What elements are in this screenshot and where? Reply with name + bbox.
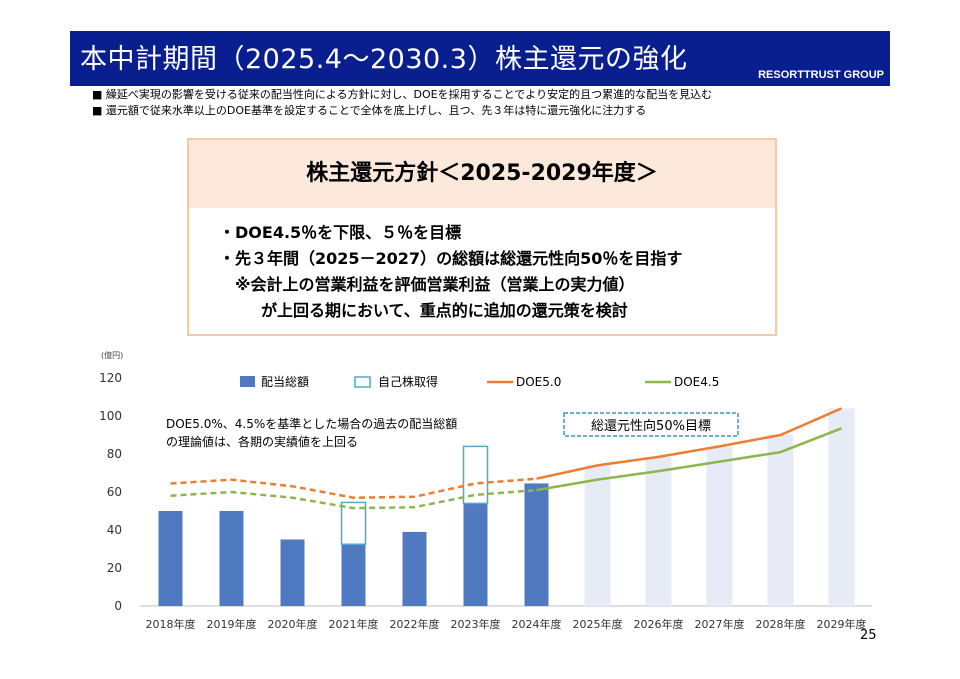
y-tick-label: 40 <box>107 523 122 537</box>
forecast-band <box>645 456 672 606</box>
annotation-line: DOE5.0%、4.5%を基準とした場合の過去の配当総額 <box>166 416 457 431</box>
y-tick-label: 120 <box>99 371 122 385</box>
page-title: 本中計期間（2025.4～2030.3）株主還元の強化 <box>80 44 688 75</box>
x-tick-label: 2028年度 <box>756 617 806 631</box>
annotation-line: の理論値は、各期の実績値を上回る <box>166 434 358 449</box>
x-tick-label: 2018年度 <box>146 617 196 631</box>
target-label: 総還元性向50%目標 <box>591 418 711 434</box>
line-doe50-dashed <box>170 477 537 499</box>
x-tick-label: 2027年度 <box>695 617 745 631</box>
y-tick-label: 0 <box>114 599 122 613</box>
x-tick-label: 2026年度 <box>634 617 684 631</box>
legend-label-dividend: 配当総額 <box>261 375 309 389</box>
policy-line: ・DOE4.5％を下限、５％を目標 <box>219 223 462 242</box>
target-box <box>563 412 739 437</box>
x-tick-label: 2021年度 <box>329 617 379 631</box>
bar-dividend <box>158 511 183 606</box>
bar-dividend <box>341 544 366 606</box>
policy-box: 株主還元方針＜2025-2029年度＞ ・DOE4.5％を下限、５％を目標 ・先… <box>187 138 777 336</box>
line-doe45-dashed <box>170 488 537 510</box>
forecast-band <box>584 465 611 606</box>
policy-line: ・先３年間（2025－2027）の総額は総還元性向50％を目指す <box>219 249 683 268</box>
y-tick-label: 60 <box>107 485 122 499</box>
bar-dividend <box>219 511 244 606</box>
forecast-band <box>767 435 794 606</box>
x-tick-label: 2019年度 <box>207 617 257 631</box>
bullet-item: ■ 還元額で従来水準以上のDOE基準を設定することで全体を底上げし、且つ、先３年… <box>92 104 647 117</box>
policy-line: ※会計上の営業利益を評価営業利益（営業上の実力値） <box>235 275 635 294</box>
policy-line: が上回る期において、重点的に追加の還元策を検討 <box>261 301 628 320</box>
brand-label: RESORTTRUST GROUP <box>758 69 884 81</box>
policy-heading: 株主還元方針＜2025-2029年度＞ <box>189 140 775 208</box>
policy-body: ・DOE4.5％を下限、５％を目標 ・先３年間（2025－2027）の総額は総還… <box>219 220 682 324</box>
x-tick-label: 2023年度 <box>451 617 501 631</box>
y-tick-label: 80 <box>107 447 122 461</box>
page-number: 25 <box>860 628 877 643</box>
title-bar: 本中計期間（2025.4～2030.3）株主還元の強化 RESORTTRUST … <box>70 31 890 86</box>
line-doe50-solid <box>536 407 842 480</box>
legend-label-doe50: DOE5.0 <box>516 375 561 389</box>
x-tick-label: 2025年度 <box>573 617 623 631</box>
legend-swatch-dividend <box>240 376 255 387</box>
bullet-item: ■ 繰延べ実現の影響を受ける従来の配当性向による方針に対し、DOEを採用すること… <box>92 88 713 101</box>
forecast-band <box>706 446 733 606</box>
bar-dividend <box>524 483 549 606</box>
bar-dividend <box>463 503 488 606</box>
x-tick-label: 2020年度 <box>268 617 318 631</box>
x-tick-label: 2029年度 <box>817 617 867 631</box>
bar-dividend <box>280 539 305 606</box>
legend-label-doe45: DOE4.5 <box>674 375 719 389</box>
bar-dividend <box>402 531 427 606</box>
x-tick-label: 2022年度 <box>390 617 440 631</box>
bullet-list: ■ 繰延べ実現の影響を受ける従来の配当性向による方針に対し、DOEを採用すること… <box>92 87 712 119</box>
legend-label-buyback: 自己株取得 <box>378 374 438 389</box>
forecast-band <box>828 408 855 606</box>
x-tick-label: 2024年度 <box>512 617 562 631</box>
y-tick-label: 100 <box>99 409 122 423</box>
bar-buyback <box>340 501 367 546</box>
legend-swatch-buyback <box>354 376 371 388</box>
y-tick-label: 20 <box>107 561 122 575</box>
line-doe45-solid <box>536 427 842 492</box>
y-unit-label: (億円) <box>101 350 123 360</box>
